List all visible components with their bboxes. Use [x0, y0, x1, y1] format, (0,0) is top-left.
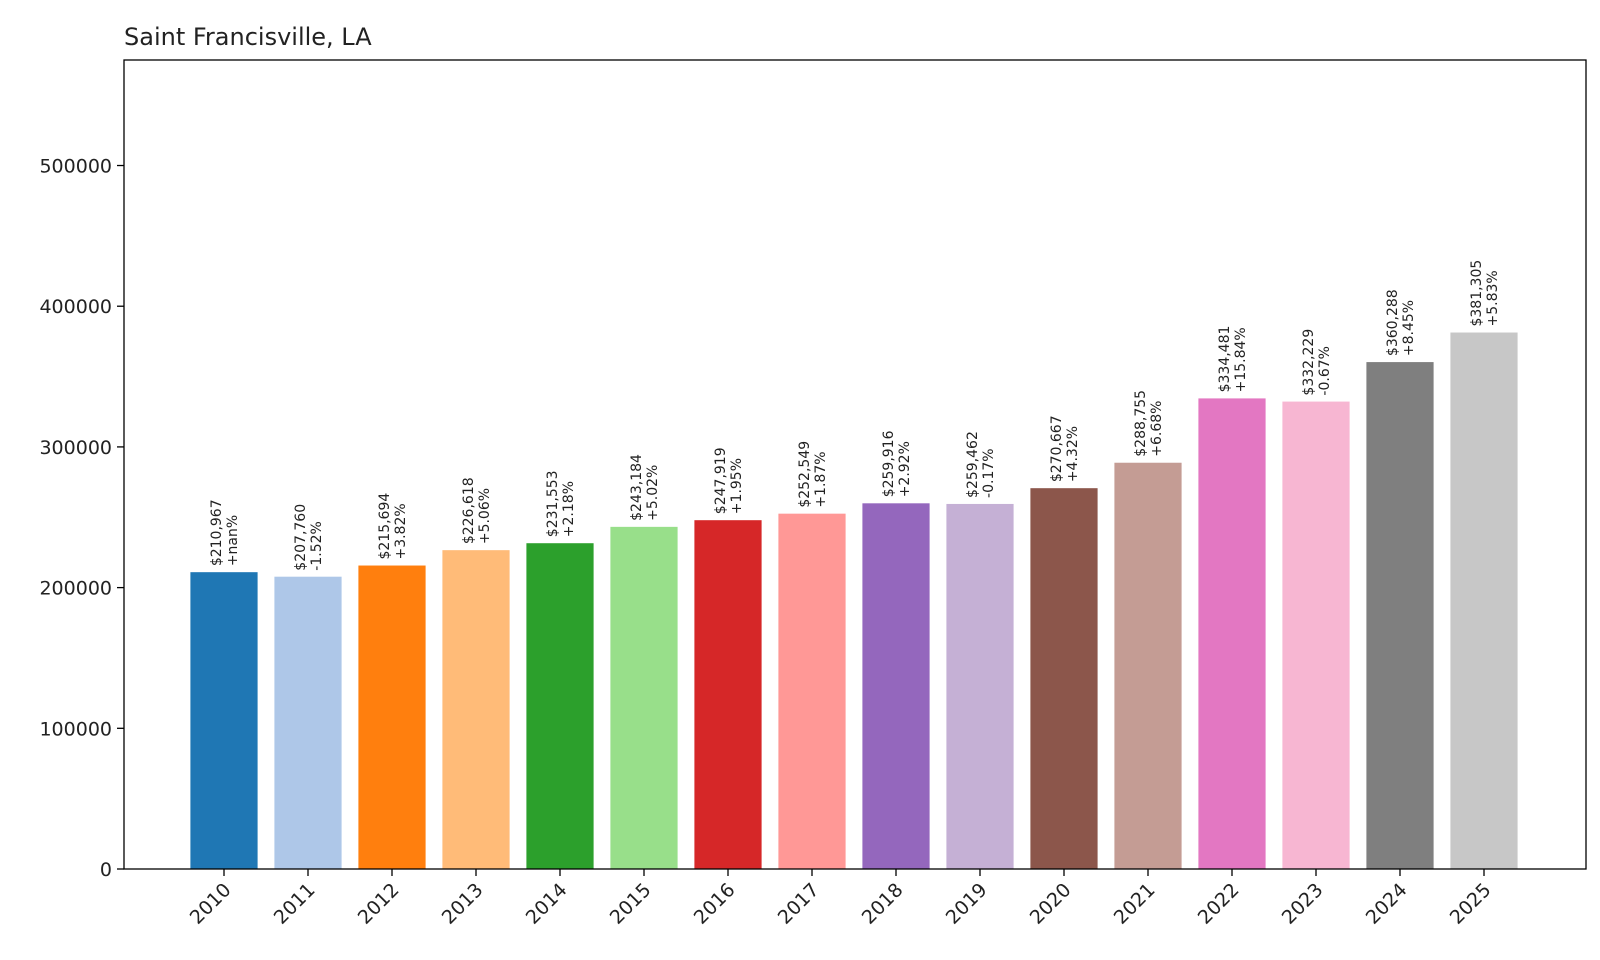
bar-value-label: $270,667	[1049, 415, 1065, 482]
bar-change-label: +2.92%	[897, 441, 913, 497]
bar-2022	[1198, 398, 1266, 869]
bar-2012	[358, 565, 426, 869]
bar-value-label: $243,184	[629, 454, 645, 521]
bar-change-label: -1.52%	[309, 521, 325, 571]
x-tick-label: 2022	[1194, 879, 1244, 929]
bar-change-label: +3.82%	[393, 503, 409, 559]
bar-value-label: $381,305	[1469, 260, 1485, 327]
x-tick-label: 2019	[942, 879, 992, 929]
bar-change-label: +nan%	[225, 515, 241, 566]
x-axis: 2010 2011 2012 2013 2014 2015 2016 2017 2018 2019…	[186, 869, 1496, 929]
bar-2019	[946, 503, 1014, 869]
bar-2011	[274, 576, 342, 869]
bar-2025	[1450, 332, 1518, 869]
bar-value-label: $252,549	[797, 441, 813, 508]
bar-change-label: +1.95%	[729, 458, 745, 514]
bar-label-2014: $231,553 +2.18%	[545, 470, 577, 537]
bar-label-2020: $270,667 +4.32%	[1049, 415, 1081, 482]
bar-label-2018: $259,916 +2.92%	[881, 430, 913, 497]
bar-change-label: +5.06%	[477, 488, 493, 544]
x-tick-label: 2015	[606, 879, 656, 929]
bar-2021	[1114, 462, 1182, 869]
bar-change-label: +6.68%	[1149, 401, 1165, 457]
bar-label-2024: $360,288 +8.45%	[1385, 289, 1417, 356]
bar-2017	[778, 513, 846, 869]
chart-title: Saint Francisville, LA	[124, 23, 372, 51]
bar-2013	[442, 550, 510, 869]
bar-change-label: -0.17%	[981, 448, 997, 498]
x-tick-label: 2014	[522, 879, 572, 929]
bar-2018	[862, 503, 930, 869]
x-tick-label: 2023	[1278, 879, 1328, 929]
x-tick-label: 2018	[858, 879, 908, 929]
bar-2014	[526, 543, 594, 869]
bar-value-label: $360,288	[1385, 289, 1401, 356]
bar-value-label: $259,916	[881, 430, 897, 497]
bar-value-label: $332,229	[1301, 329, 1317, 396]
y-tick-label: 100000	[39, 718, 112, 740]
x-tick-label: 2013	[438, 879, 488, 929]
bar-2015	[610, 526, 678, 869]
bar-value-label: $226,618	[461, 477, 477, 544]
bar-label-2019: $259,462 -0.17%	[965, 431, 997, 498]
bar-label-2013: $226,618 +5.06%	[461, 477, 493, 544]
bar-change-label: +15.84%	[1233, 327, 1249, 392]
bar-change-label: +5.83%	[1485, 270, 1501, 326]
bar-change-label: +2.18%	[561, 481, 577, 537]
bar-change-label: -0.67%	[1317, 346, 1333, 396]
x-tick-label: 2016	[690, 879, 740, 929]
bar-2024	[1366, 362, 1434, 869]
bar-change-label: +5.02%	[645, 465, 661, 521]
y-tick-label: 400000	[39, 296, 112, 318]
bar-change-label: +4.32%	[1065, 426, 1081, 482]
bar-label-2021: $288,755 +6.68%	[1133, 390, 1165, 457]
x-tick-label: 2012	[354, 879, 404, 929]
bar-value-label: $215,694	[377, 493, 393, 560]
bar-value-label: $207,760	[293, 504, 309, 571]
x-tick-label: 2020	[1026, 879, 1076, 929]
bars-layer	[190, 332, 1518, 869]
y-tick-label: 300000	[39, 437, 112, 459]
bar-label-2016: $247,919 +1.95%	[713, 447, 745, 514]
bar-label-2010: $210,967 +nan%	[209, 499, 241, 566]
bar-label-2015: $243,184 +5.02%	[629, 454, 661, 521]
bar-value-label: $259,462	[965, 431, 981, 498]
bar-label-2023: $332,229 -0.67%	[1301, 329, 1333, 396]
x-tick-label: 2010	[186, 879, 236, 929]
bar-change-label: +1.87%	[813, 451, 829, 507]
bar-label-2017: $252,549 +1.87%	[797, 441, 829, 508]
y-tick-label: 200000	[39, 578, 112, 600]
bar-value-label: $334,481	[1217, 326, 1233, 393]
bar-value-label: $288,755	[1133, 390, 1149, 457]
bar-2010	[190, 572, 258, 869]
bar-2016	[694, 520, 762, 869]
y-tick-label: 0	[100, 859, 112, 881]
bar-2020	[1030, 488, 1098, 869]
bar-label-2012: $215,694 +3.82%	[377, 493, 409, 560]
y-axis: 0 100000 200000 300000 400000 500000	[39, 156, 124, 881]
plot-frame	[123, 59, 1587, 870]
bar-change-label: +8.45%	[1401, 300, 1417, 356]
bar-value-label: $247,919	[713, 447, 729, 514]
bar-2023	[1282, 401, 1350, 869]
bar-labels-layer: $210,967 +nan% $207,760 -1.52% $215,694 +3.82…	[209, 260, 1501, 571]
bar-value-label: $231,553	[545, 470, 561, 537]
x-tick-label: 2011	[270, 879, 320, 929]
x-tick-label: 2021	[1110, 879, 1160, 929]
bar-label-2011: $207,760 -1.52%	[293, 504, 325, 571]
bar-label-2025: $381,305 +5.83%	[1469, 260, 1501, 327]
x-tick-label: 2024	[1362, 879, 1412, 929]
x-tick-label: 2017	[774, 879, 824, 929]
x-tick-label: 2025	[1446, 879, 1496, 929]
bar-value-label: $210,967	[209, 499, 225, 566]
y-tick-label: 500000	[39, 156, 112, 178]
bar-label-2022: $334,481 +15.84%	[1217, 326, 1249, 393]
